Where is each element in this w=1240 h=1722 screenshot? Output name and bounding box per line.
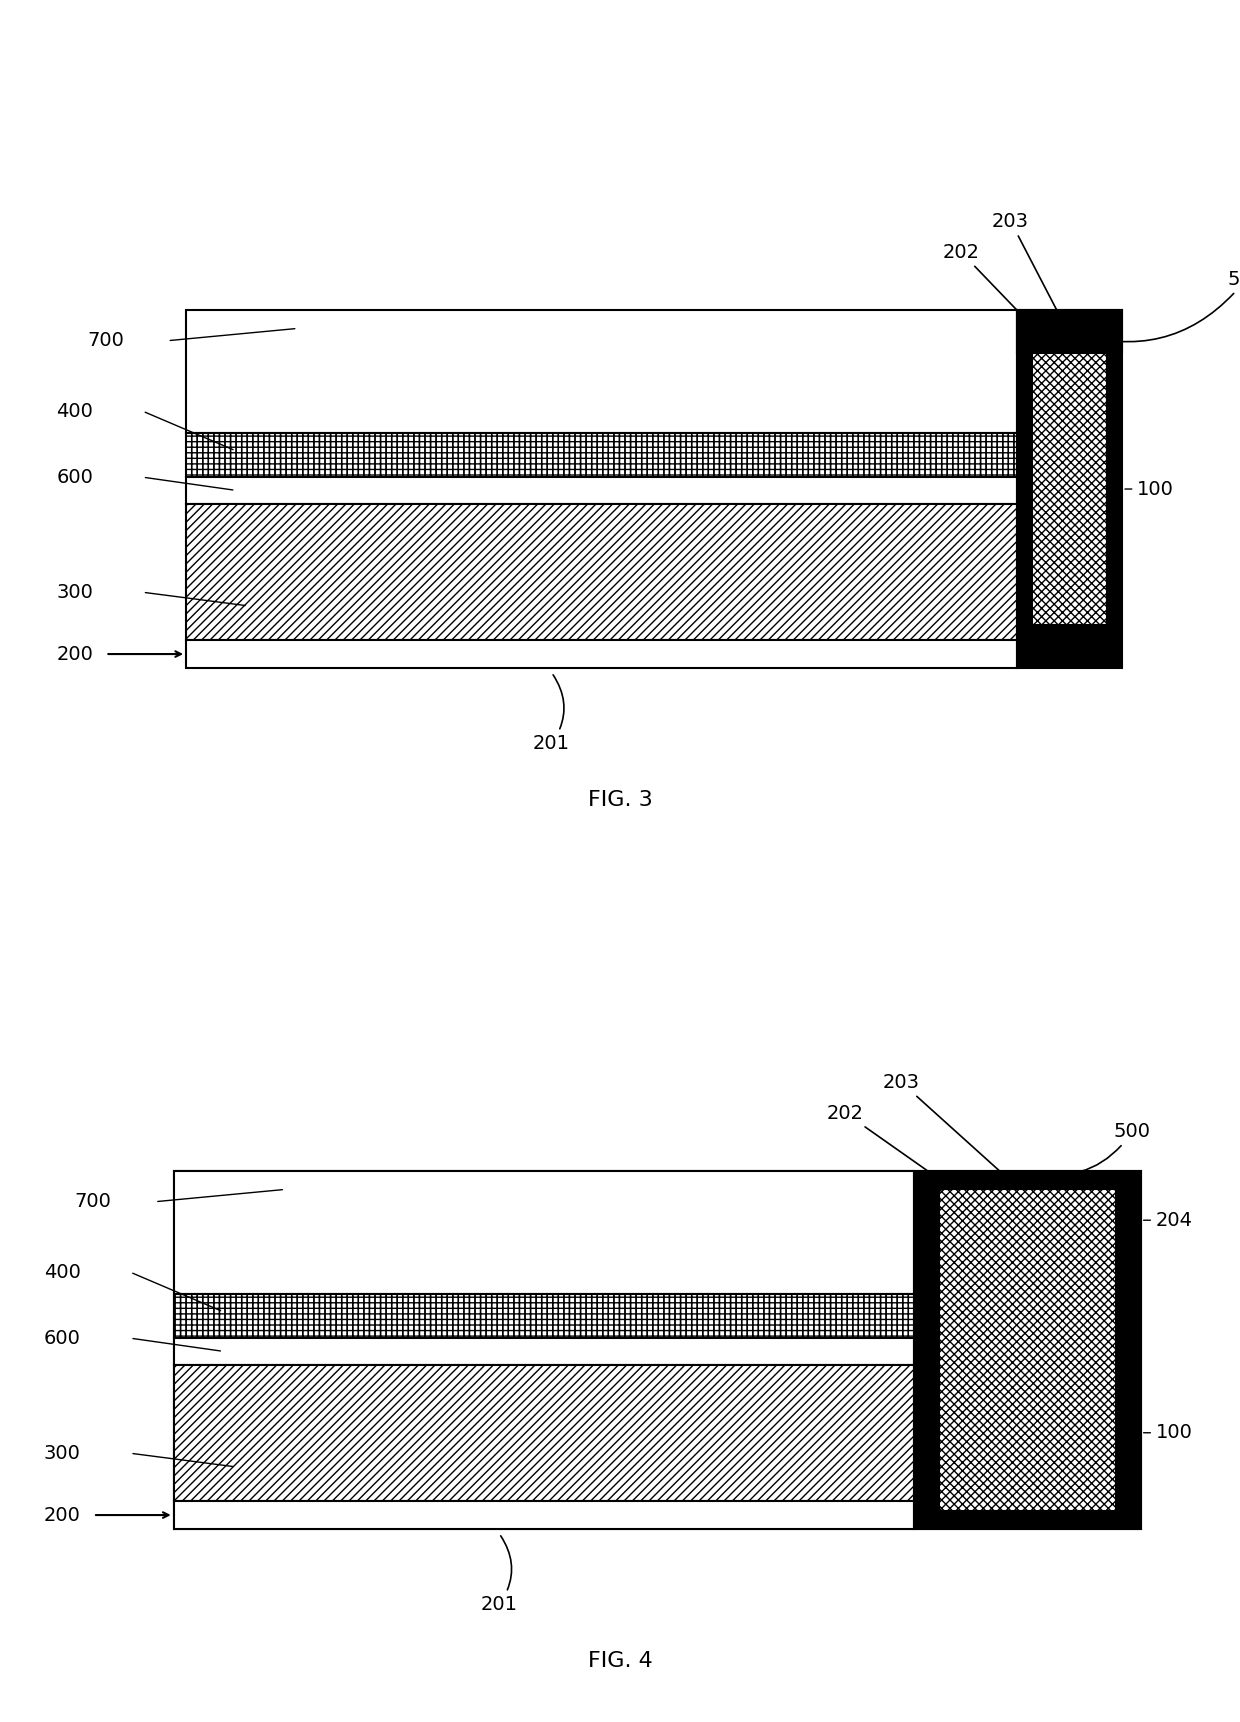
Bar (186, 641, 1017, 668)
Text: 202: 202 (827, 1104, 957, 1192)
Text: FIG. 4: FIG. 4 (588, 1651, 652, 1670)
Text: 500: 500 (1073, 270, 1240, 341)
Bar (1017, 310, 1122, 353)
Bar (174, 1502, 914, 1529)
Text: 203: 203 (883, 1073, 1002, 1173)
Bar (174, 1338, 914, 1364)
Bar (186, 503, 1017, 641)
Text: 700: 700 (87, 331, 124, 350)
Text: 300: 300 (43, 1443, 81, 1462)
Text: 600: 600 (43, 1329, 81, 1348)
Bar (174, 1171, 914, 1295)
Bar (174, 1171, 1141, 1529)
Text: 100: 100 (1156, 1424, 1193, 1443)
Bar (174, 1295, 914, 1338)
Bar (186, 477, 1017, 503)
Bar (186, 310, 1017, 434)
Text: 700: 700 (74, 1192, 112, 1211)
Text: 201: 201 (533, 675, 570, 753)
Text: FIG. 3: FIG. 3 (588, 790, 652, 809)
Bar (1017, 310, 1122, 668)
Bar (186, 434, 1017, 477)
Text: 400: 400 (43, 1262, 81, 1281)
Text: 200: 200 (56, 644, 93, 663)
Text: 300: 300 (56, 582, 93, 601)
Text: 100: 100 (1137, 479, 1174, 499)
Text: 202: 202 (942, 243, 1035, 331)
Text: 500: 500 (1030, 1121, 1151, 1174)
Bar (1032, 331, 1107, 625)
Text: 201: 201 (481, 1536, 517, 1614)
Text: 200: 200 (43, 1505, 81, 1524)
Text: 203: 203 (992, 212, 1058, 312)
Bar (939, 1188, 1116, 1512)
Bar (186, 434, 1017, 477)
Bar (174, 1295, 914, 1338)
Bar (914, 1171, 1141, 1529)
Text: 400: 400 (56, 401, 93, 420)
Text: 204: 204 (1156, 1211, 1193, 1230)
Bar (174, 1364, 914, 1502)
Text: 600: 600 (56, 468, 93, 487)
